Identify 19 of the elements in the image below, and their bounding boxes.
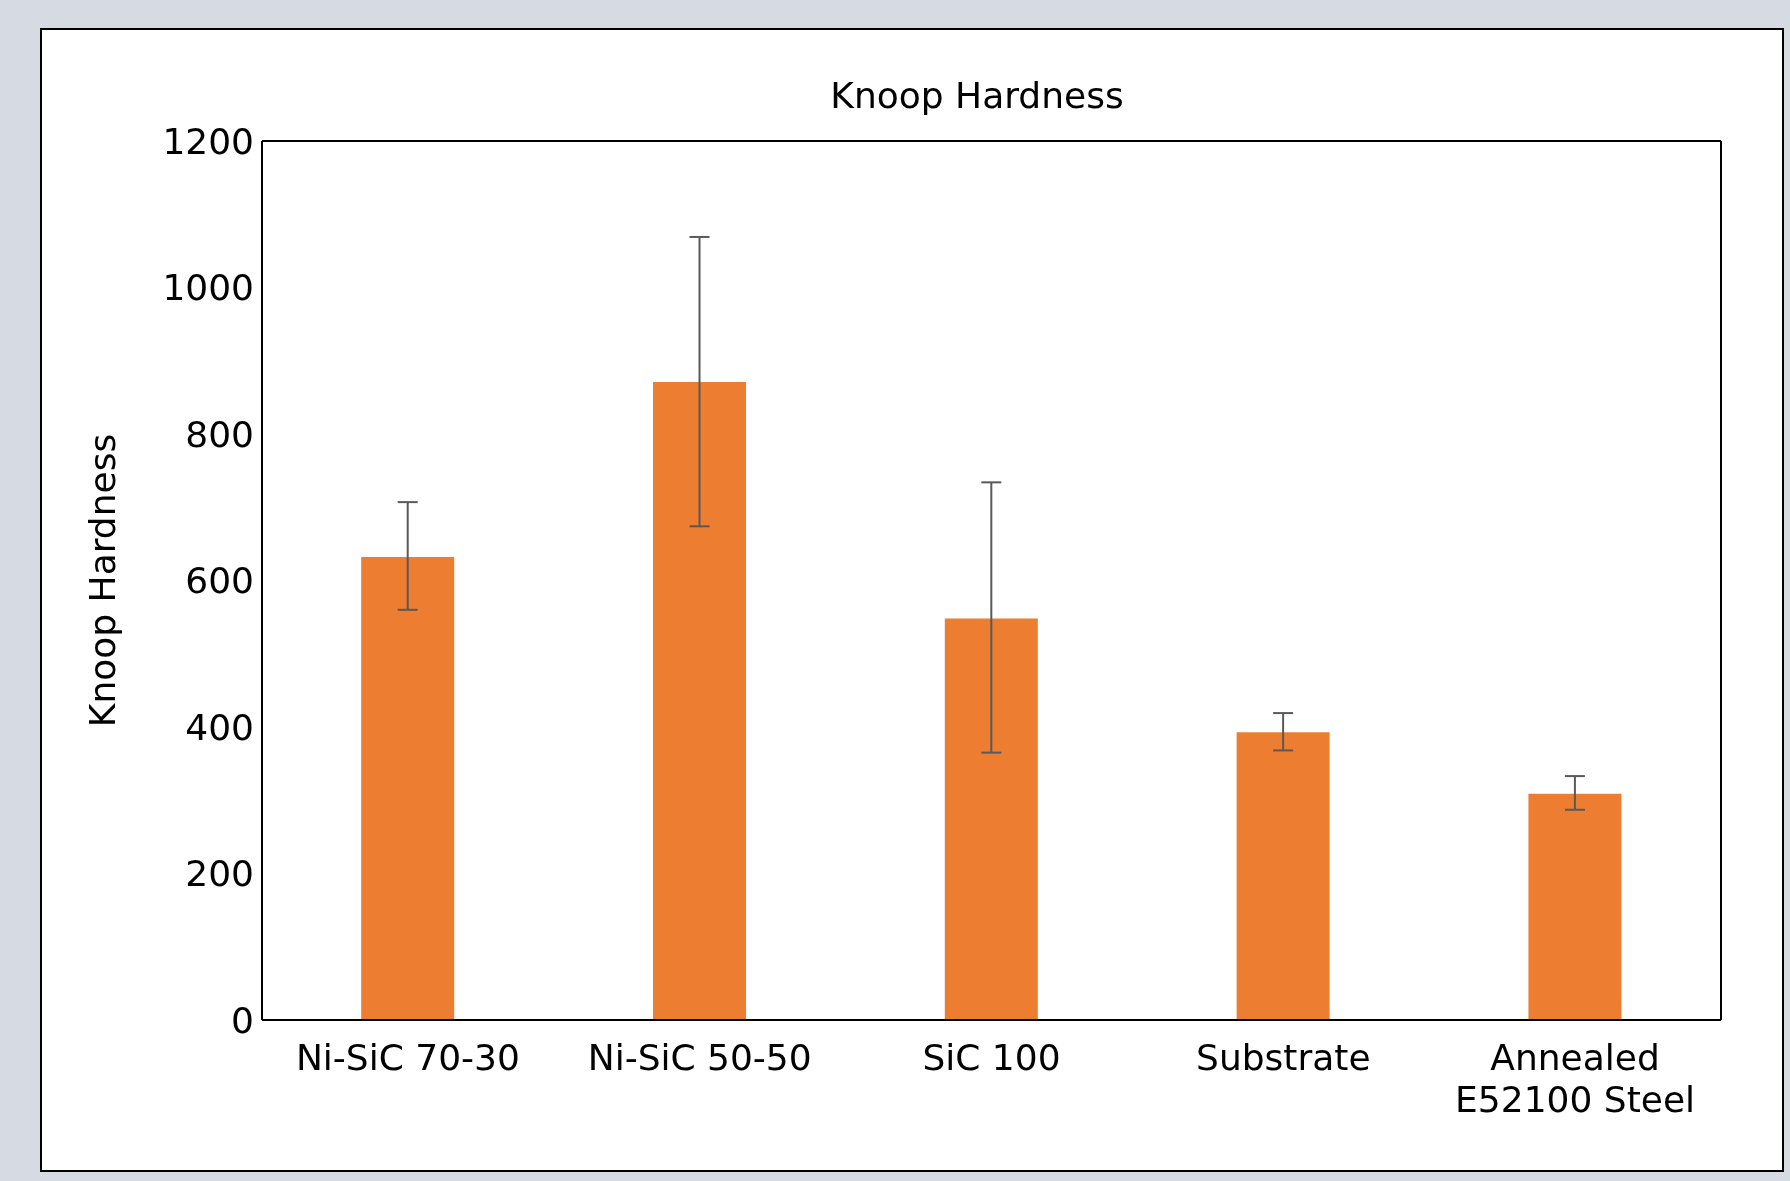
y-tick-label: 1200 [162, 120, 254, 162]
x-tick-label: Substrate [1196, 1037, 1371, 1078]
bar [1528, 793, 1622, 1020]
y-tick-label: 600 [185, 560, 254, 602]
y-axis-title: Knoop Hardness [81, 433, 123, 728]
bar [944, 618, 1038, 1020]
y-tick-label: 400 [185, 706, 254, 748]
y-tick-label: 200 [185, 853, 254, 895]
x-tick-label: Ni-SiC 70-30 [295, 1037, 520, 1078]
y-tick-label: 1000 [162, 267, 254, 309]
y-tick-label: 0 [231, 999, 254, 1041]
chart-title: Knoop Hardness [830, 75, 1124, 116]
y-tick-label: 800 [185, 413, 254, 455]
x-tick-label: Annealed E52100 Steel [1455, 1037, 1696, 1120]
bar [1236, 732, 1330, 1020]
bar [361, 557, 455, 1020]
x-tick-label: SiC 100 [922, 1037, 1061, 1078]
bar [653, 381, 747, 1020]
x-tick-label: Ni-SiC 50-50 [587, 1037, 812, 1078]
